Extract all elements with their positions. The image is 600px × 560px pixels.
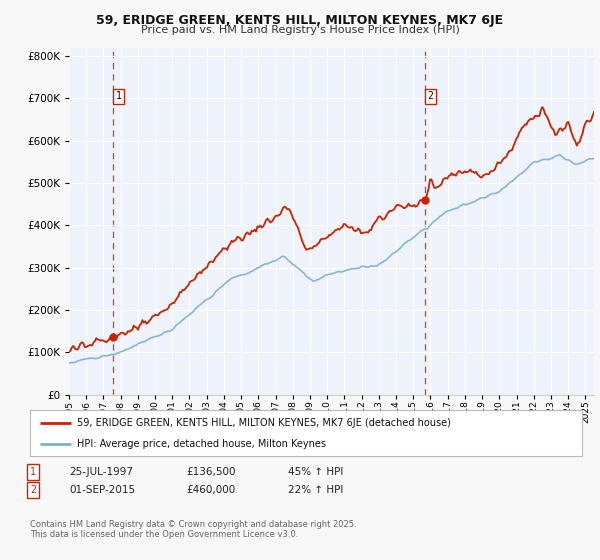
Text: 01-SEP-2015: 01-SEP-2015 xyxy=(69,485,135,495)
Text: 1: 1 xyxy=(116,91,122,101)
Text: HPI: Average price, detached house, Milton Keynes: HPI: Average price, detached house, Milt… xyxy=(77,439,326,449)
Text: 59, ERIDGE GREEN, KENTS HILL, MILTON KEYNES, MK7 6JE (detached house): 59, ERIDGE GREEN, KENTS HILL, MILTON KEY… xyxy=(77,418,451,428)
Text: £460,000: £460,000 xyxy=(186,485,235,495)
Text: 22% ↑ HPI: 22% ↑ HPI xyxy=(288,485,343,495)
Text: 25-JUL-1997: 25-JUL-1997 xyxy=(69,467,133,477)
Text: 59, ERIDGE GREEN, KENTS HILL, MILTON KEYNES, MK7 6JE: 59, ERIDGE GREEN, KENTS HILL, MILTON KEY… xyxy=(97,14,503,27)
Text: 2: 2 xyxy=(427,91,433,101)
Text: 1: 1 xyxy=(30,467,36,477)
Text: Contains HM Land Registry data © Crown copyright and database right 2025.: Contains HM Land Registry data © Crown c… xyxy=(30,520,356,529)
Text: This data is licensed under the Open Government Licence v3.0.: This data is licensed under the Open Gov… xyxy=(30,530,298,539)
Text: Price paid vs. HM Land Registry's House Price Index (HPI): Price paid vs. HM Land Registry's House … xyxy=(140,25,460,35)
Text: 2: 2 xyxy=(30,485,36,495)
Text: £136,500: £136,500 xyxy=(186,467,235,477)
Text: 45% ↑ HPI: 45% ↑ HPI xyxy=(288,467,343,477)
